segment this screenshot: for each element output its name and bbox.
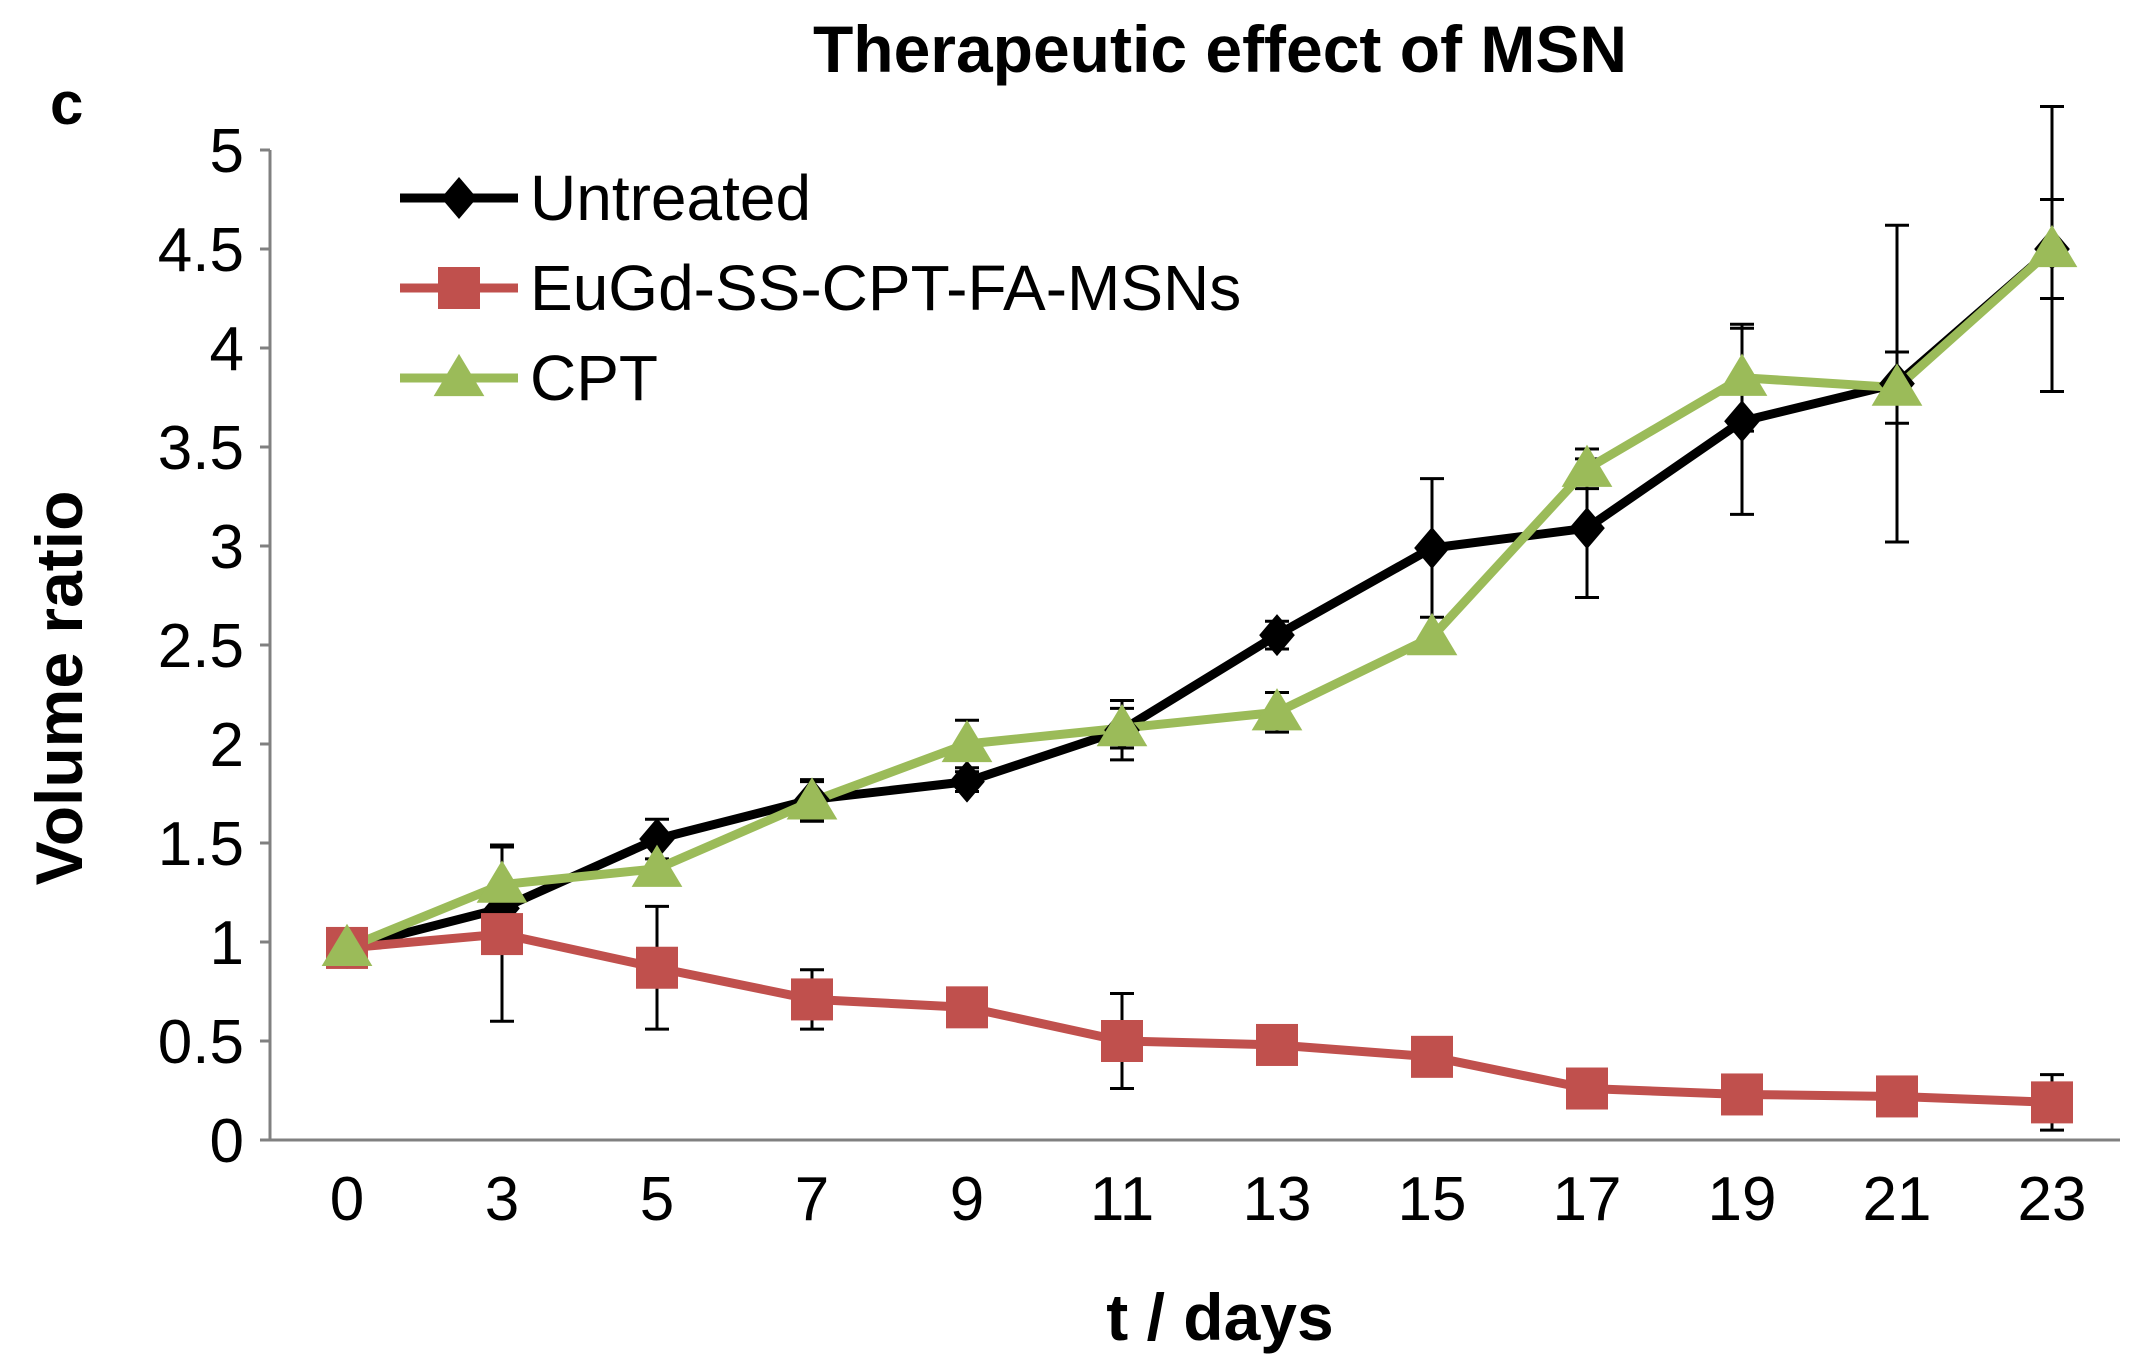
x-tick-label: 7 <box>795 1165 829 1234</box>
data-point-triangle <box>1561 444 1613 487</box>
y-tick-label: 0 <box>210 1107 244 1176</box>
data-point-square <box>1256 1023 1298 1066</box>
data-point-square <box>636 946 678 989</box>
x-tick-label: 23 <box>2018 1165 2087 1234</box>
y-tick-label: 4 <box>210 315 244 384</box>
y-tick-label: 4.5 <box>158 216 244 285</box>
x-tick-label: 13 <box>1243 1165 1312 1234</box>
series-markers <box>321 224 2078 1124</box>
axes: 0 0.5 1 1.5 2 2.5 3 3.5 4 4.5 5 0 3 5 7 9 11 13 15 17 19 21 23 <box>158 117 2120 1234</box>
x-tick-label: 11 <box>1090 1165 1154 1234</box>
y-tick-label: 1 <box>210 909 244 978</box>
chart-title: Therapeutic effect of MSN <box>813 12 1627 86</box>
x-tick-label: 0 <box>330 1165 364 1234</box>
data-point-triangle <box>1251 688 1303 731</box>
series-line-triangle <box>345 245 2055 953</box>
data-point-diamond <box>949 760 985 803</box>
data-point-diamond <box>1569 507 1605 550</box>
data-point-triangle <box>1406 612 1458 656</box>
legend-marker-triangle <box>433 353 485 397</box>
x-tick-label: 3 <box>485 1165 519 1234</box>
x-tick-label: 19 <box>1708 1165 1777 1234</box>
y-tick-label: 2.5 <box>158 612 244 681</box>
data-point-diamond <box>1259 614 1295 657</box>
data-point-diamond <box>1414 526 1450 569</box>
data-point-square <box>1876 1075 1918 1118</box>
legend-label: EuGd-SS-CPT-FA-MSNs <box>530 252 1241 324</box>
data-point-triangle <box>321 923 373 967</box>
legend-marker-square <box>438 267 480 309</box>
data-point-square <box>946 986 988 1029</box>
series-lines <box>345 245 2055 1107</box>
data-point-square <box>1721 1073 1763 1116</box>
data-point-square <box>1566 1067 1608 1110</box>
y-tick-label: 2 <box>210 711 244 780</box>
y-axis-label: Volume ratio <box>22 491 96 886</box>
y-tick-label: 0.5 <box>158 1008 244 1077</box>
y-tick-label: 1.5 <box>158 810 244 879</box>
data-point-square <box>791 978 833 1021</box>
x-tick-label: 15 <box>1398 1165 1467 1234</box>
data-point-square <box>1101 1020 1143 1062</box>
x-tick-label: 5 <box>640 1165 674 1234</box>
data-point-square <box>2031 1081 2073 1124</box>
legend: Untreated EuGd-SS-CPT-FA-MSNs CPT <box>400 162 1241 414</box>
x-axis-label: t / days <box>1106 1280 1333 1354</box>
x-tick-label: 21 <box>1863 1165 1932 1234</box>
data-point-diamond <box>1724 400 1760 443</box>
x-tick-label: 17 <box>1553 1165 1622 1234</box>
x-tick-label: 9 <box>950 1165 984 1234</box>
legend-label: Untreated <box>530 162 811 234</box>
data-point-square <box>481 913 523 956</box>
series-line-diamond <box>345 245 2055 953</box>
data-point-triangle <box>786 777 838 820</box>
data-point-triangle <box>631 844 683 887</box>
data-point-triangle <box>2026 224 2078 268</box>
legend-marker-diamond <box>441 177 477 219</box>
data-point-triangle <box>476 860 528 903</box>
y-tick-label: 5 <box>210 117 244 186</box>
series-line-square <box>346 929 2053 1107</box>
panel-label: c <box>50 70 83 137</box>
y-tick-label: 3 <box>210 513 244 582</box>
data-point-triangle <box>941 719 993 763</box>
data-point-square <box>1411 1035 1453 1078</box>
legend-label: CPT <box>530 342 658 414</box>
data-point-diamond <box>639 818 675 861</box>
data-point-triangle <box>1871 363 1923 406</box>
data-point-triangle <box>1096 704 1148 747</box>
y-tick-label: 3.5 <box>158 414 244 483</box>
data-point-triangle <box>1716 353 1768 396</box>
